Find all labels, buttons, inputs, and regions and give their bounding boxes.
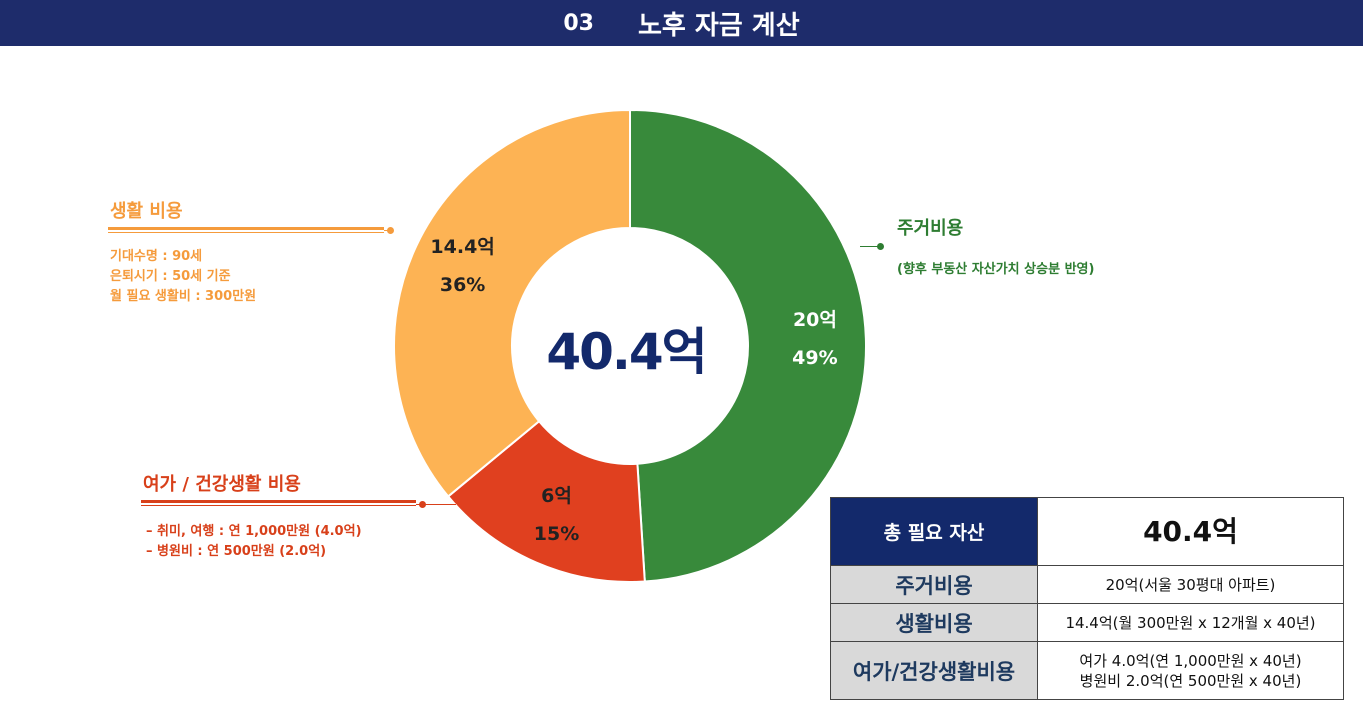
callout-housing-dot [877,243,884,250]
donut-amount-label: 14.4억 [430,236,494,258]
callout-living-line: 은퇴시기 : 50세 기준 [110,269,231,284]
section-number: 03 [563,10,594,36]
callout-living-title: 생활 비용 [110,201,183,222]
summary-row-label: 주거비용 [830,565,1038,604]
callout-living-line: 월 필요 생활비 : 300만원 [110,289,257,304]
donut-slice [629,108,867,583]
callout-living-leader [108,227,384,230]
summary-total-label: 총 필요 자산 [830,497,1038,566]
summary-row-line: 여가 4.0억(연 1,000만원 x 40년) [1079,651,1302,670]
table-row: 여가/건강생활비용 여가 4.0억(연 1,000만원 x 40년) 병원비 2… [830,641,1344,700]
summary-table: 총 필요 자산 40.4억 주거비용 20억(서울 30평대 아파트) 생활비용… [830,497,1344,700]
donut-percent-label: 15% [534,523,579,545]
summary-row-line: 20억(서울 30평대 아파트) [1105,575,1276,594]
page-title: 노후 자금 계산 [638,10,800,41]
donut-percent-label: 49% [792,347,837,369]
callout-leisure-title: 여가 / 건강생활 비용 [143,474,301,495]
callout-housing-connector [860,246,880,247]
summary-row-line: 병원비 2.0억(연 500만원 x 40년) [1079,671,1302,690]
summary-row-line: 14.4억(월 300만원 x 12개월 x 40년) [1065,613,1316,632]
header-bar: 03 노후 자금 계산 [0,0,1363,46]
summary-row-value: 14.4억(월 300만원 x 12개월 x 40년) [1037,603,1344,642]
callout-leisure-dot [419,501,426,508]
summary-row-label: 생활비용 [830,603,1038,642]
donut-amount-label: 6억 [541,485,572,507]
donut-labels: 20억 49% 6억 15% 14.4억 36% [430,236,837,545]
callout-leisure-line: – 취미, 여행 : 연 1,000만원 (4.0억) [146,524,362,539]
callout-leisure-leader [141,500,416,503]
summary-row-label: 여가/건강생활비용 [830,641,1038,700]
callout-living-line: 기대수명 : 90세 [110,249,203,264]
donut-slice [446,419,646,583]
donut-amount-label: 20억 [793,309,837,331]
callout-living-leader-thin [108,232,384,233]
donut-center-total: 40.4억 [546,323,705,381]
callout-leisure-connector [416,504,456,505]
donut-slices [393,108,867,583]
summary-row-value: 여가 4.0억(연 1,000만원 x 40년) 병원비 2.0억(연 500만… [1037,641,1344,700]
callout-living-dot [387,227,394,234]
callout-living-notes: 기대수명 : 90세 은퇴시기 : 50세 기준 월 필요 생활비 : 300만… [110,247,256,307]
donut-slice [393,108,631,498]
callout-leisure-notes: – 취미, 여행 : 연 1,000만원 (4.0억) – 병원비 : 연 50… [146,522,362,562]
callout-leisure-line: – 병원비 : 연 500만원 (2.0억) [146,544,327,559]
callout-housing-note: (향후 부동산 자산가치 상승분 반영) [897,262,1095,277]
table-row: 주거비용 20억(서울 30평대 아파트) [830,565,1344,604]
summary-row-value: 20억(서울 30평대 아파트) [1037,565,1344,604]
summary-total-row: 총 필요 자산 40.4억 [830,497,1344,566]
table-row: 생활비용 14.4억(월 300만원 x 12개월 x 40년) [830,603,1344,642]
summary-total-value: 40.4억 [1037,497,1344,566]
callout-leisure-leader-thin [141,505,416,506]
callout-housing-title: 주거비용 [897,218,964,239]
donut-percent-label: 36% [440,274,485,296]
